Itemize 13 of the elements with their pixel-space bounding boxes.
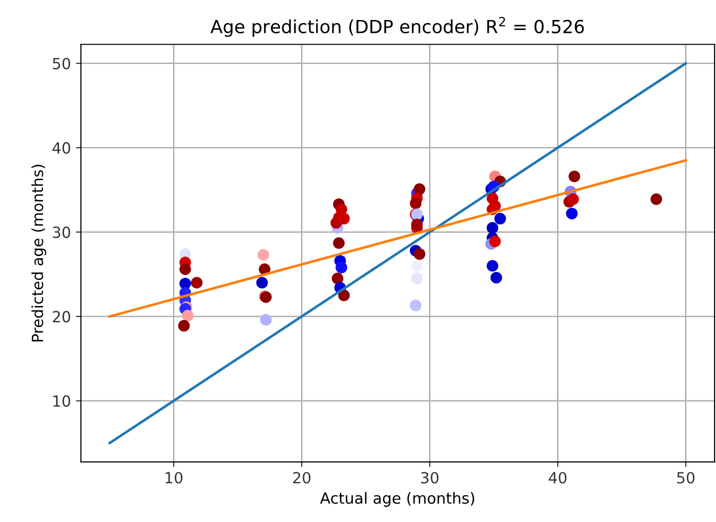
x-tick-label: 50 xyxy=(677,472,694,484)
y-tick-label: 20 xyxy=(52,310,70,322)
chart-title: Age prediction (DDP encoder) R$^{2}$ = 0.526 xyxy=(210,16,584,37)
y-tick-label: 10 xyxy=(53,395,70,407)
x-axis-title: Actual age (months) xyxy=(320,492,474,507)
y-tick-label: 50 xyxy=(52,58,70,70)
x-tick-label: 40 xyxy=(548,472,566,484)
x-tick-label: 20 xyxy=(293,472,310,484)
y-tick-label: 40 xyxy=(52,142,70,154)
x-tick-label: 30 xyxy=(421,472,438,484)
x-tick-label: 10 xyxy=(166,472,182,484)
y-tick-label: 30 xyxy=(52,226,70,238)
y-axis-title: Predicted age (months) xyxy=(31,164,46,342)
